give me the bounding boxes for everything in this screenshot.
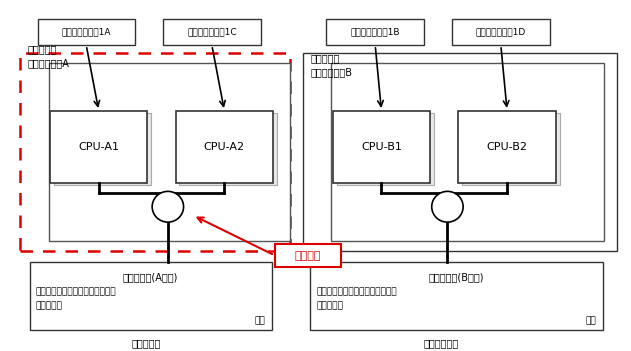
Text: 計装用電源装置1D: 計装用電源装置1D — [476, 28, 526, 37]
Text: 当該箇所: 当該箇所 — [295, 251, 321, 260]
Text: 安全防護系: 安全防護系 — [310, 53, 340, 63]
Bar — [310, 261, 603, 330]
Text: など: など — [586, 316, 596, 325]
Bar — [326, 19, 424, 45]
Text: CPU-A2: CPU-A2 — [204, 142, 245, 152]
Bar — [20, 53, 290, 251]
Bar — [458, 111, 556, 183]
Bar — [49, 63, 290, 241]
Bar — [274, 244, 341, 267]
Bar — [54, 113, 151, 185]
Text: 補機運転中: 補機運転中 — [131, 338, 160, 349]
Text: 安全防護系: 安全防護系 — [28, 45, 57, 54]
Text: シーケンス盤A: シーケンス盤A — [28, 58, 69, 68]
Text: CPU-A1: CPU-A1 — [78, 142, 119, 152]
Text: 海水ポンプ: 海水ポンプ — [317, 301, 344, 310]
Bar — [462, 113, 560, 185]
Text: 安全系補機(B系統): 安全系補機(B系統) — [429, 272, 484, 282]
Bar — [303, 53, 617, 251]
Text: CPU-B1: CPU-B1 — [361, 142, 402, 152]
Bar — [331, 63, 604, 241]
Bar — [179, 113, 277, 185]
Bar — [336, 113, 434, 185]
Ellipse shape — [152, 191, 184, 222]
Text: （中央制御室非常用給気ファン）: （中央制御室非常用給気ファン） — [317, 287, 398, 296]
Ellipse shape — [432, 191, 463, 222]
Bar — [452, 19, 550, 45]
Bar — [37, 19, 135, 45]
Text: （中央制御室非常用給気ファン）: （中央制御室非常用給気ファン） — [36, 287, 117, 296]
Bar — [163, 19, 261, 45]
Text: など: など — [254, 316, 265, 325]
Bar — [333, 111, 430, 183]
Text: シーケンス盤B: シーケンス盤B — [310, 67, 353, 77]
Text: 海水ポンプ: 海水ポンプ — [36, 301, 63, 310]
Text: 安全系補機(A系統): 安全系補機(A系統) — [123, 272, 179, 282]
Bar — [30, 261, 271, 330]
Bar — [175, 111, 273, 183]
Text: 計装用電源装置1A: 計装用電源装置1A — [61, 28, 111, 37]
Text: CPU-B2: CPU-B2 — [487, 142, 528, 152]
Text: 定検で隔離中: 定検で隔離中 — [423, 338, 459, 349]
Text: 計装用電源装置1B: 計装用電源装置1B — [350, 28, 400, 37]
Text: 計装用電源装置1C: 計装用電源装置1C — [187, 28, 237, 37]
Bar — [50, 111, 148, 183]
